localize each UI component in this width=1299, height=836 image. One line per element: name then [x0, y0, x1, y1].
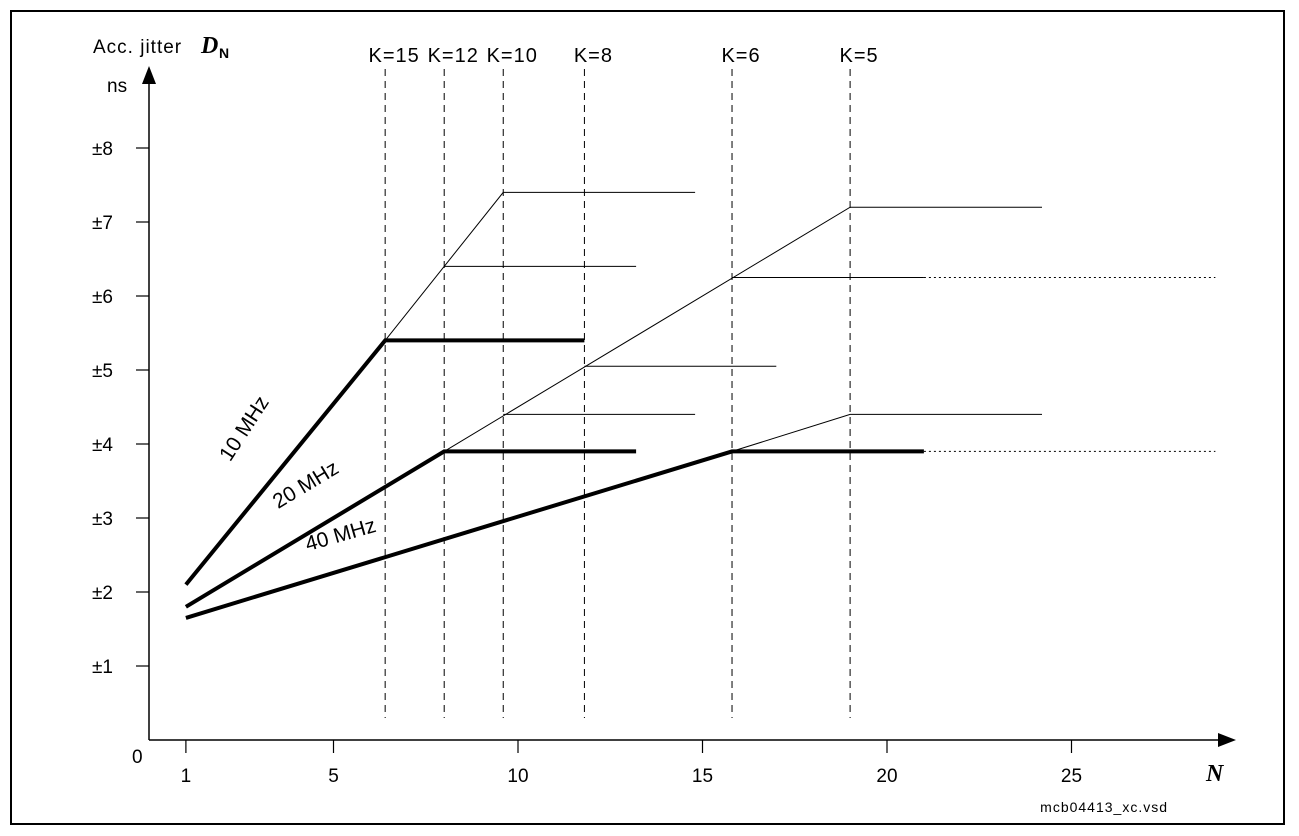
- thin-extension-line: [384, 191, 696, 341]
- x-tick-label: 1: [181, 766, 192, 787]
- chart-frame: [10, 10, 1285, 825]
- x-tick-label: 15: [692, 766, 713, 787]
- series-label: 40 MHz: [303, 514, 379, 556]
- y-tick-label: ±2: [92, 583, 113, 604]
- k-marker-label: K=12: [428, 45, 479, 67]
- series-label: 20 MHz: [269, 456, 343, 513]
- thin-extension-line: [731, 413, 1042, 452]
- y-tick-label: ±4: [92, 435, 113, 456]
- k-marker-label: K=15: [369, 45, 420, 67]
- x-tick-label: 25: [1061, 766, 1082, 787]
- x-tick-label: 10: [507, 766, 528, 787]
- k-marker-label: K=10: [487, 45, 538, 67]
- y-tick-label: ±1: [92, 657, 113, 678]
- x-tick-label: 20: [876, 766, 897, 787]
- origin-label: 0: [132, 747, 143, 768]
- k-marker-label: K=8: [574, 45, 613, 67]
- k-marker-label: K=5: [840, 45, 879, 67]
- series-line: [184, 338, 585, 586]
- y-axis-arrow: [142, 66, 156, 84]
- k-marker-label: K=6: [721, 45, 760, 67]
- series-line: [185, 449, 924, 620]
- y-tick-label: ±5: [92, 361, 113, 382]
- file-label: mcb04413_xc.vsd: [1040, 799, 1168, 815]
- y-axis-unit: ns: [107, 76, 127, 97]
- x-axis-label: N: [1205, 761, 1225, 787]
- y-axis-symbol: D: [200, 33, 218, 59]
- series-label: 10 MHz: [215, 392, 274, 465]
- thin-extension-line: [443, 206, 1042, 452]
- y-tick-label: ±6: [92, 287, 113, 308]
- series-line: [184, 449, 637, 609]
- y-axis-label: Acc. jitter: [93, 37, 182, 58]
- y-axis-subscript: N: [219, 45, 229, 61]
- x-tick-label: 5: [328, 766, 339, 787]
- y-tick-label: ±7: [92, 213, 113, 234]
- y-tick-label: ±3: [92, 509, 113, 530]
- y-tick-label: ±8: [92, 139, 113, 160]
- x-axis-arrow: [1218, 733, 1236, 747]
